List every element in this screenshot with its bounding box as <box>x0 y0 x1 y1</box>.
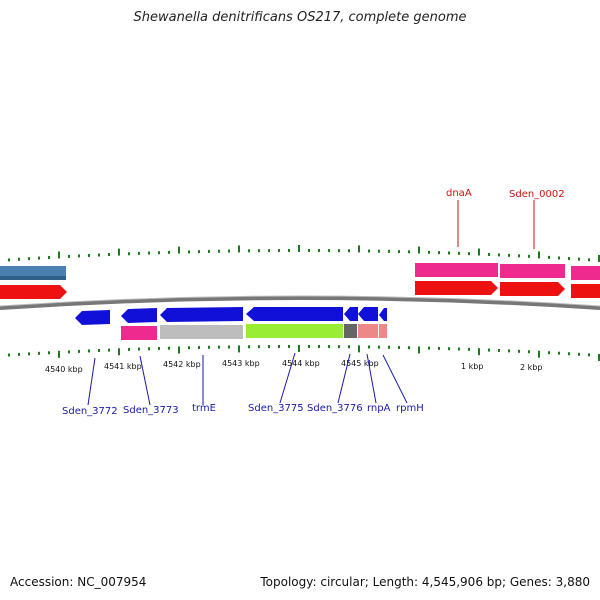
gene-sden-0002-pink[interactable] <box>500 264 565 278</box>
gene-pink-far-right[interactable] <box>571 266 600 280</box>
gene-label-sden-3776[interactable]: Sden_3776 <box>307 403 363 414</box>
topology-summary: Topology: circular; Length: 4,545,906 bp… <box>260 575 590 589</box>
genome-backbone-highlight <box>0 295 600 307</box>
gene-label-sden-3772[interactable]: Sden_3772 <box>62 406 118 417</box>
reverse-genes <box>75 307 387 325</box>
scale-label: 2 kbp <box>520 363 542 372</box>
gene-sden-3775[interactable] <box>246 307 343 321</box>
scale-label: 4543 kbp <box>222 359 260 368</box>
gene-rnpa[interactable] <box>358 307 378 321</box>
scale-labels: 4540 kbp 4541 kbp 4542 kbp 4543 kbp 4544… <box>45 359 542 374</box>
bottom-gene-labels: Sden_3772 Sden_3773 trmE Sden_3775 Sden_… <box>62 403 424 417</box>
gene-steel-left-shade <box>0 276 66 280</box>
gene-label-trme[interactable]: trmE <box>192 403 216 414</box>
scale-label: 4544 kbp <box>282 359 320 368</box>
map-title: Shewanella denitrificans OS217, complete… <box>133 10 467 25</box>
gene-rpmh[interactable] <box>379 308 387 321</box>
forward-genes-left <box>0 266 67 299</box>
cat-green[interactable] <box>246 324 343 338</box>
gene-label-sden-0002[interactable]: Sden_0002 <box>509 189 565 200</box>
top-gene-labels: dnaA Sden_0002 <box>446 188 565 200</box>
cat-salmon[interactable] <box>358 324 378 338</box>
scale-label: 4540 kbp <box>45 365 83 374</box>
lower-tick-ring <box>8 345 600 361</box>
leader-sden-3775 <box>279 352 296 404</box>
gene-sden-3776[interactable] <box>344 307 358 321</box>
top-leader-lines <box>457 200 535 249</box>
gene-sden-0002-arrow[interactable] <box>500 282 565 296</box>
cat-gray[interactable] <box>160 325 243 339</box>
bottom-leader-lines <box>87 352 408 406</box>
gene-sden-3773[interactable] <box>121 308 157 323</box>
gene-label-sden-3775[interactable]: Sden_3775 <box>248 403 304 414</box>
scale-label: 4541 kbp <box>104 362 142 371</box>
upper-tick-ring <box>8 245 600 262</box>
gene-label-rpmh[interactable]: rpmH <box>396 403 424 414</box>
leader-sden-3776 <box>337 353 351 404</box>
gene-label-sden-3773[interactable]: Sden_3773 <box>123 405 179 416</box>
category-strip <box>121 324 387 340</box>
forward-genes-right <box>415 263 600 298</box>
gene-label-dnaa[interactable]: dnaA <box>446 188 472 199</box>
genome-backbone <box>0 296 600 310</box>
scale-label: 4542 kbp <box>163 360 201 369</box>
gene-dnaa-pink[interactable] <box>415 263 498 277</box>
cat-dark-gray[interactable] <box>344 324 357 338</box>
gene-trme[interactable] <box>160 307 243 322</box>
leader-sden-3772 <box>87 357 96 406</box>
leader-rpmh <box>382 354 408 404</box>
cat-salmon-small[interactable] <box>379 324 387 338</box>
scale-label: 4545 kbp <box>341 359 379 368</box>
cat-pink[interactable] <box>121 326 157 340</box>
accession-text: Accession: NC_007954 <box>10 575 147 589</box>
gene-red-far-right[interactable] <box>571 284 600 298</box>
gene-dnaa-arrow[interactable] <box>415 281 498 295</box>
leader-rnpa <box>366 353 377 404</box>
gene-red-left[interactable] <box>0 285 67 299</box>
leader-sden-3773 <box>139 355 151 406</box>
scale-label: 1 kbp <box>461 362 483 371</box>
gene-label-rnpa[interactable]: rnpA <box>367 403 391 414</box>
gene-sden-3772[interactable] <box>75 310 110 325</box>
